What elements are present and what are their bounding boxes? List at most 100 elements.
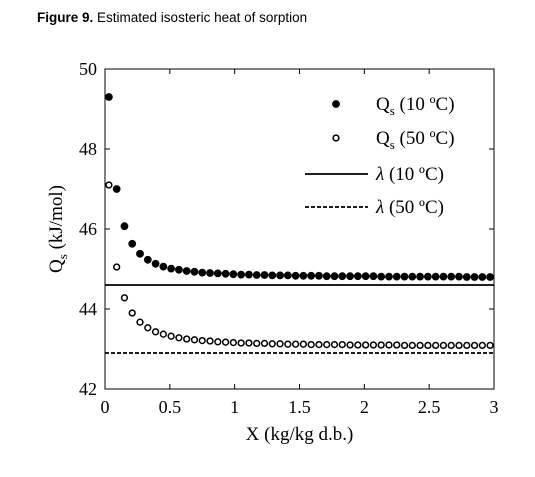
data-point-open: [214, 338, 222, 346]
data-point-open: [361, 341, 370, 349]
data-point-open: [221, 338, 230, 346]
data-point-open: [253, 339, 261, 348]
data-point-filled: [206, 269, 214, 277]
data-point-filled: [486, 273, 495, 281]
axis-ticks: 0 0.5 1 1.5 2 2.5 3 42 44 46 48 50: [79, 59, 499, 417]
data-point-open: [183, 335, 191, 343]
data-point-filled: [159, 262, 168, 271]
data-point-filled: [462, 273, 471, 281]
data-point-filled: [260, 271, 269, 279]
data-point-open: [432, 341, 440, 350]
data-point-filled: [190, 267, 199, 276]
data-point-open: [470, 341, 479, 350]
reference-lines: [105, 284, 494, 354]
plot-frame: [104, 68, 495, 390]
data-point-open: [167, 332, 175, 340]
data-point-open: [175, 334, 183, 342]
data-point-filled: [315, 271, 323, 280]
legend-label: λ (50 ºC): [375, 197, 444, 218]
data-point-filled: [120, 222, 129, 231]
data-point-open: [385, 341, 393, 349]
data-point-filled: [283, 271, 292, 280]
x-tick-label: 0: [101, 397, 110, 417]
plot-area-border: [104, 68, 495, 390]
data-point-filled: [322, 272, 331, 281]
data-point-open: [307, 340, 315, 349]
data-point-open: [299, 340, 308, 348]
data-point-open: [354, 341, 362, 349]
data-point-open: [463, 341, 471, 350]
data-point-filled: [361, 272, 370, 281]
data-point-filled: [455, 272, 463, 281]
data-point-filled: [431, 272, 440, 281]
data-point-open: [284, 340, 292, 348]
data-point-open: [369, 341, 378, 349]
data-point-open: [416, 341, 424, 350]
data-point-filled: [330, 272, 339, 281]
data-point-filled: [400, 272, 409, 281]
data-point-filled: [143, 255, 152, 264]
data-point-filled: [276, 271, 284, 280]
x-tick-label: 2: [360, 397, 369, 417]
data-point-open: [338, 340, 346, 349]
data-point-open: [330, 340, 339, 349]
y-tick-label: 50: [79, 59, 97, 79]
legend-marker: [332, 100, 340, 108]
axis-labels: X (kg/kg d.b.) Qs (kJ/mol): [46, 185, 353, 445]
data-point-filled: [447, 272, 456, 281]
data-point-filled: [229, 270, 238, 279]
data-point-open: [128, 309, 136, 317]
data-point-open: [268, 340, 276, 348]
data-point-open: [260, 339, 269, 348]
data-point-open: [315, 340, 323, 349]
data-point-open: [346, 341, 354, 349]
y-tick-label: 46: [79, 219, 97, 239]
data-point-open: [377, 341, 385, 349]
data-point-filled: [392, 272, 401, 281]
data-point-open: [206, 337, 214, 345]
legend: Qs (10 ºC) Qs (50 ºC) λ (10 ºC) λ (50 ºC): [305, 94, 455, 218]
data-point-open: [447, 341, 455, 350]
data-point-open: [291, 340, 300, 348]
data-point-filled: [252, 271, 261, 279]
data-point-filled: [346, 272, 354, 281]
y-axis-label: Qs (kJ/mol): [46, 185, 70, 273]
data-point-filled: [385, 272, 393, 281]
data-point-filled: [416, 272, 424, 281]
x-tick-label: 2.5: [418, 397, 441, 417]
data-point-open: [486, 341, 494, 350]
data-point-open: [439, 341, 448, 350]
legend-marker: [332, 134, 340, 142]
x-tick-label: 0.5: [159, 397, 182, 417]
data-point-open: [105, 181, 113, 189]
data-point-filled: [128, 239, 137, 248]
data-markers: [104, 93, 495, 350]
data-point-filled: [291, 271, 300, 280]
data-point-filled: [136, 249, 144, 258]
data-point-filled: [237, 270, 246, 279]
data-point-filled: [408, 272, 417, 281]
x-tick-label: 1.5: [288, 397, 311, 417]
data-point-filled: [299, 271, 308, 280]
figure-number: Figure 9.: [37, 10, 94, 25]
data-point-open: [159, 330, 168, 338]
figure-title: Estimated isosteric heat of sorption: [97, 10, 308, 25]
data-point-open: [393, 341, 401, 349]
x-tick-label: 1: [230, 397, 239, 417]
data-point-open: [408, 341, 416, 350]
data-point-filled: [167, 264, 176, 273]
figure-caption: Figure 9. Estimated isosteric heat of so…: [37, 10, 307, 25]
data-point-open: [400, 341, 409, 350]
data-point-filled: [353, 272, 362, 281]
data-point-filled: [175, 265, 183, 274]
data-point-open: [455, 341, 463, 350]
data-point-filled: [338, 272, 347, 281]
data-point-open: [229, 338, 238, 347]
data-point-open: [276, 340, 284, 348]
data-point-filled: [104, 93, 113, 101]
data-point-filled: [377, 272, 386, 281]
legend-label: Qs (50 ºC): [376, 128, 455, 152]
data-point-filled: [112, 185, 121, 193]
data-point-filled: [478, 273, 487, 281]
data-point-filled: [245, 270, 253, 279]
